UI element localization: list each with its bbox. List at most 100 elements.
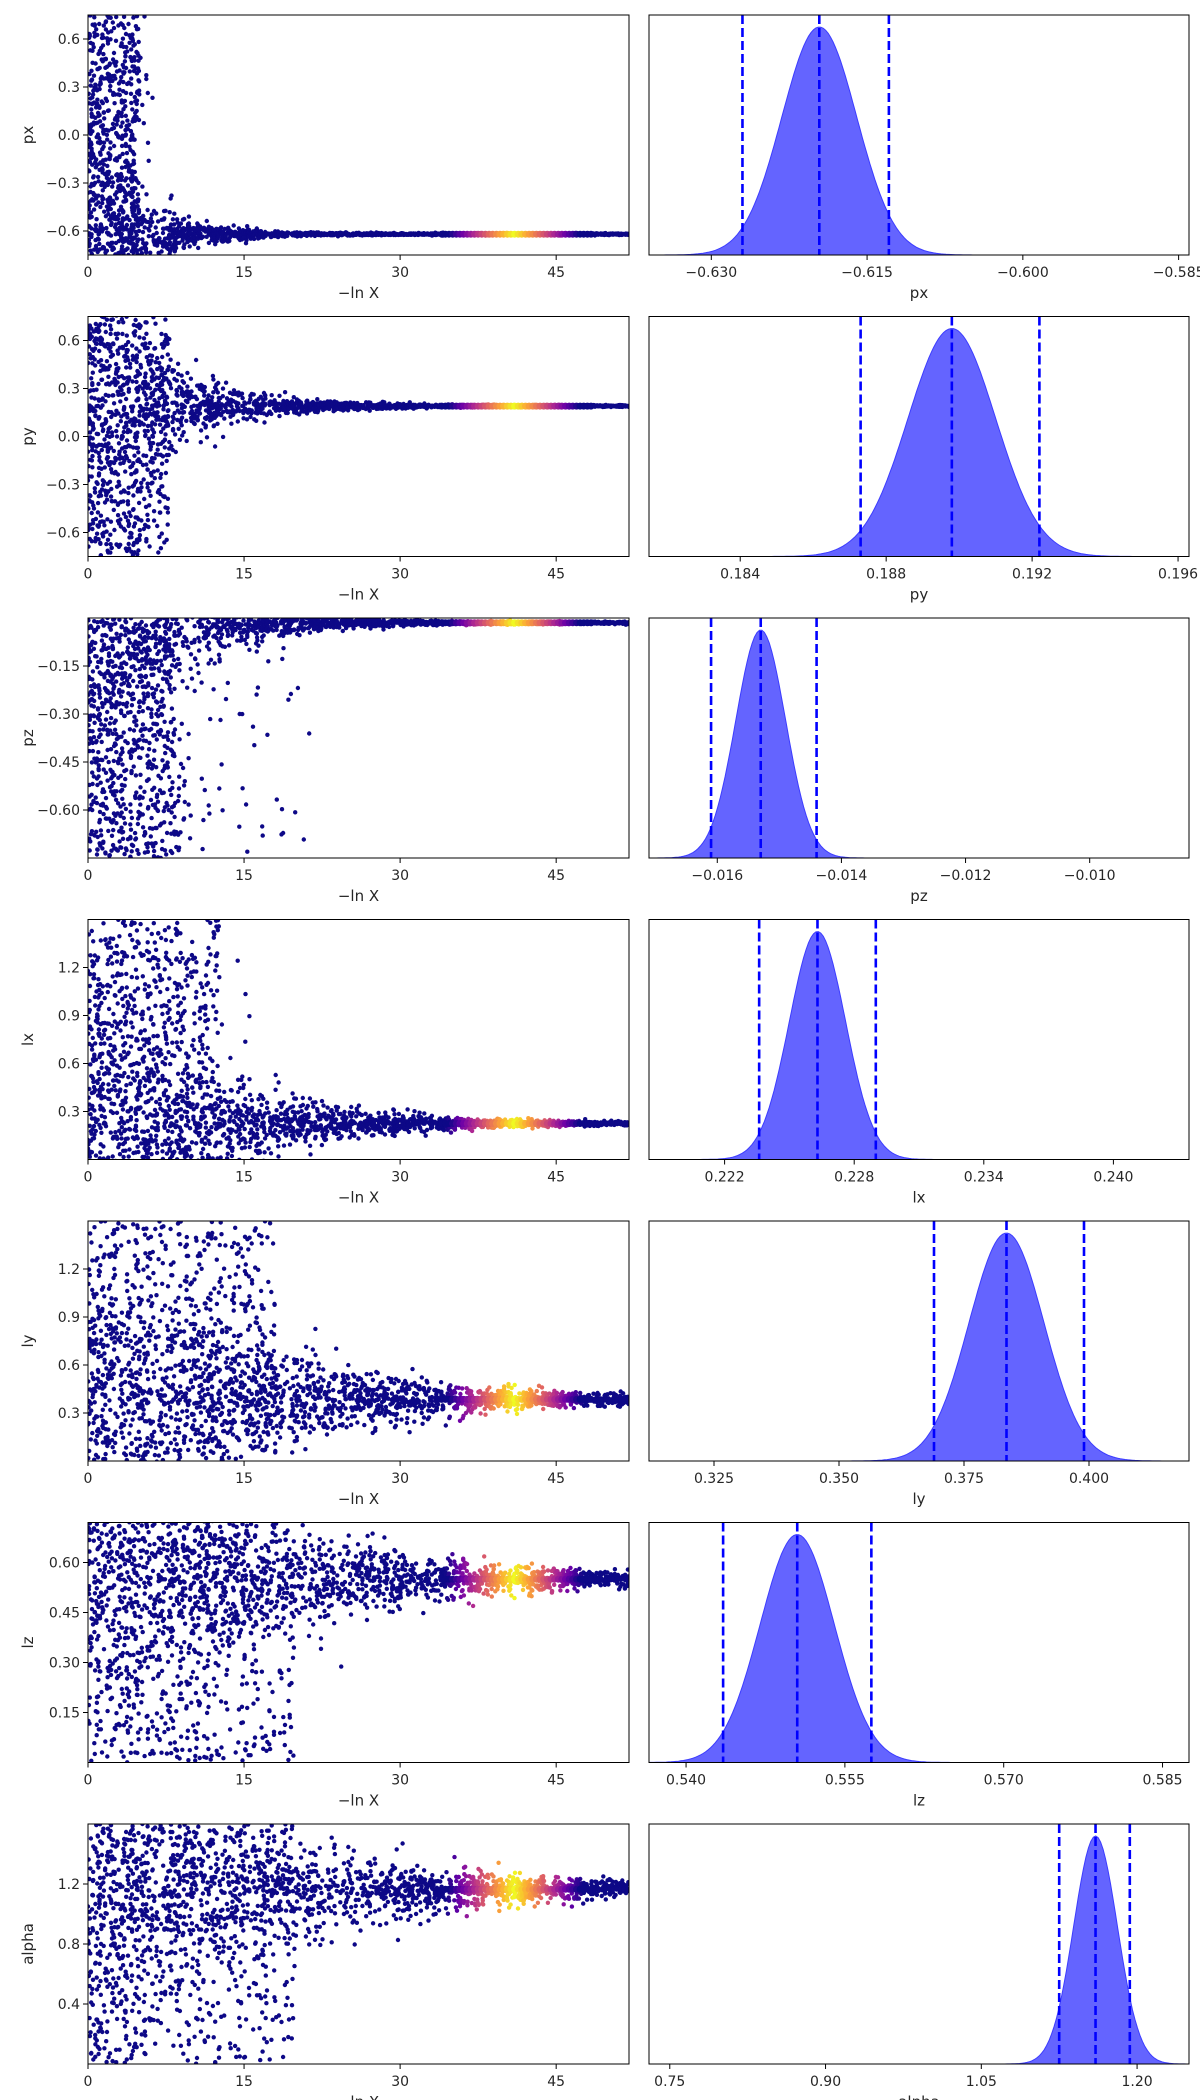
trace-px-point <box>172 211 177 216</box>
trace-py-point <box>152 476 157 481</box>
trace-py-point <box>150 480 155 485</box>
trace-py-point <box>108 542 113 547</box>
trace-py-point <box>89 474 94 479</box>
trace-py-point <box>102 523 107 528</box>
trace-py-point <box>153 360 158 365</box>
posterior-py-xtick-label: 0.188 <box>866 567 906 583</box>
trace-pz-point <box>113 663 118 669</box>
trace-px-point <box>180 238 185 243</box>
trace-px-point <box>120 151 125 157</box>
trace-py-point <box>95 500 101 506</box>
trace-pz-point <box>120 796 125 801</box>
trace-py-point <box>152 346 158 351</box>
trace-py-point <box>157 403 162 408</box>
trace-py-ytick-label: 0.6 <box>58 334 80 350</box>
trace-py-point <box>156 550 161 555</box>
trace-px-point <box>149 212 154 217</box>
trace-py-point <box>104 541 109 547</box>
trace-py-point <box>90 436 95 441</box>
trace-py-point <box>167 336 172 342</box>
trace-py-point <box>315 397 320 402</box>
trace-py-point <box>94 341 100 346</box>
posterior-px-xtick-label: −0.615 <box>841 265 893 281</box>
trace-px-point <box>148 223 153 228</box>
trace-pz-point <box>112 618 117 621</box>
trace-px-point <box>104 98 110 104</box>
trace-px-point <box>154 211 159 216</box>
trace-py-point <box>137 533 143 538</box>
trace-py-point <box>240 395 245 401</box>
trace-pz-point <box>96 767 101 773</box>
trace-py-point <box>222 416 227 421</box>
trace-py-point <box>367 408 372 413</box>
trace-py-point <box>229 404 234 409</box>
trace-pz-point <box>107 721 113 726</box>
trace-px-point <box>137 92 142 97</box>
trace-px-point <box>103 157 108 162</box>
trace-pz-point <box>115 848 121 853</box>
trace-py-point <box>155 447 160 452</box>
trace-pz-point <box>95 782 100 788</box>
trace-pz-point <box>118 804 123 809</box>
trace-py-point <box>194 396 200 402</box>
trace-py-point <box>90 381 95 386</box>
trace-pz-point <box>92 619 97 624</box>
trace-py-point <box>144 453 149 459</box>
trace-px-point <box>148 216 154 221</box>
trace-px-point <box>182 242 187 247</box>
trace-py-point <box>126 339 131 345</box>
trace-py-point <box>106 489 111 494</box>
trace-px-point <box>111 25 117 31</box>
trace-pz-point <box>91 704 97 709</box>
trace-pz-point <box>95 625 101 630</box>
trace-pz-point <box>90 729 95 734</box>
trace-py-point <box>94 387 99 392</box>
trace-px-point <box>156 255 160 259</box>
trace-px-point <box>251 236 257 242</box>
trace-pz-point <box>111 780 116 786</box>
trace-py-point <box>192 421 197 427</box>
trace-px-point <box>140 184 145 189</box>
trace-py-point <box>126 546 132 551</box>
trace-py-point <box>216 380 221 386</box>
trace-py-point <box>93 363 98 368</box>
trace-py-point <box>160 354 165 360</box>
trace-pz-point <box>101 839 106 844</box>
trace-px-point <box>108 37 113 42</box>
trace-py-point <box>160 394 165 400</box>
trace-pz-point <box>114 789 119 794</box>
trace-pz-point <box>116 761 121 766</box>
trace-py-point <box>151 509 157 514</box>
trace-py-point <box>173 449 178 455</box>
trace-px-point <box>132 169 137 175</box>
trace-py-point <box>159 461 165 466</box>
trace-px-point <box>88 71 92 77</box>
trace-py-point <box>88 506 91 511</box>
trace-py-point <box>91 442 96 447</box>
trace-px-point <box>131 161 137 166</box>
trace-px-point <box>132 94 137 100</box>
trace-px-point <box>136 197 141 202</box>
trace-py-point <box>123 514 129 520</box>
trace-py-point <box>99 377 105 382</box>
trace-pz-point <box>110 659 115 664</box>
trace-px-point <box>153 225 158 230</box>
trace-pz-point <box>117 618 122 622</box>
trace-px-point <box>122 70 127 75</box>
trace-pz-point <box>88 659 93 664</box>
trace-pz-point <box>95 665 100 670</box>
trace-py-point <box>108 445 114 450</box>
trace-px-point <box>105 137 110 142</box>
trace-py-point <box>606 403 612 409</box>
trace-px-point <box>144 73 149 78</box>
trace-px-point <box>97 105 102 111</box>
trace-py-point <box>105 455 111 460</box>
trace-px-point <box>173 245 179 251</box>
trace-px-point <box>122 25 127 31</box>
trace-py-point <box>122 489 127 494</box>
trace-px-point <box>104 248 110 253</box>
trace-py-point <box>124 423 129 428</box>
trace-px-point <box>124 150 130 156</box>
trace-pz-point <box>90 807 95 813</box>
trace-py-point <box>135 430 140 435</box>
